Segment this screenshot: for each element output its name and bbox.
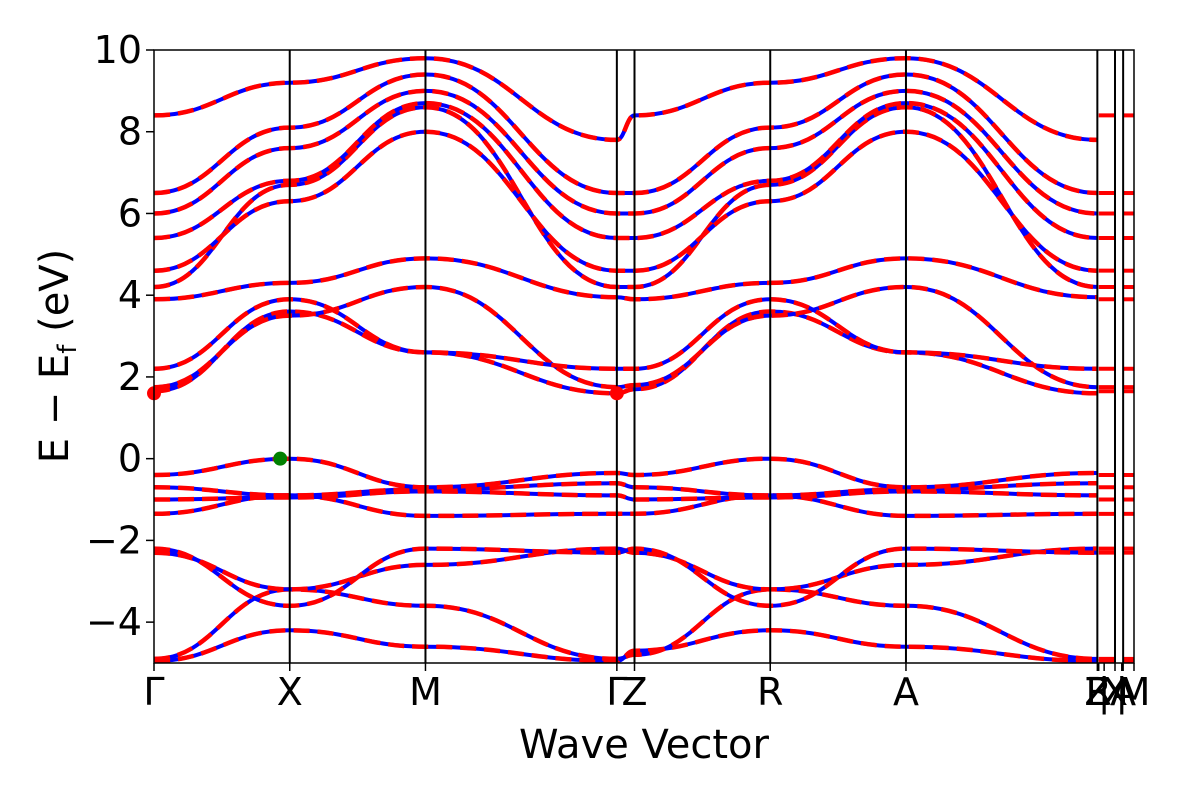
y-tick-label-2: −2	[86, 518, 142, 562]
x-tick-label-3: M	[409, 670, 442, 714]
y-axis-label-unit: (eV)	[32, 249, 78, 345]
x-tick-label-8: Z	[1084, 670, 1110, 714]
y-axis-label-main: E − E	[32, 354, 78, 464]
y-tick-label-3: 0	[118, 437, 142, 481]
band-17-dashed	[154, 72, 1098, 196]
y-axis-ticks: −4 −2 0 2 4 6 8 10	[86, 28, 154, 644]
x-tick-label-2: X	[277, 670, 303, 714]
y-tick-label-1: −4	[86, 600, 142, 644]
kpoint-divider-lines	[288, 50, 1125, 663]
band-15-dashed	[154, 100, 1098, 241]
x-tick-label-12: |	[1115, 670, 1128, 715]
x-tick-label-5: Z	[621, 670, 647, 714]
y-tick-label-7: 8	[118, 110, 142, 154]
band-10-dashed	[154, 284, 1098, 390]
x-axis-label: Wave Vector	[519, 722, 770, 768]
y-tick-label-5: 4	[118, 273, 142, 317]
plot-frame	[153, 49, 1135, 664]
y-axis-label-sub: f	[53, 344, 83, 354]
y-tick-label-6: 6	[118, 191, 142, 235]
x-axis-ticks: Γ X M ΓZ R A ZR|X|AM	[143, 663, 1150, 715]
cbm-marker-3	[609, 386, 624, 401]
y-tick-label-4: 2	[118, 355, 142, 399]
x-tick-label-4: Γ	[606, 670, 627, 714]
x-tick-label-14: M	[1118, 670, 1151, 714]
band-12-dashed	[154, 256, 1098, 302]
x-tick-label-11: X	[1102, 670, 1128, 714]
x-tick-label-9: R	[1086, 670, 1112, 714]
vbm-marker-1	[273, 451, 288, 466]
x-tick-label-10: |	[1098, 670, 1111, 715]
x-tick-label-6: R	[757, 670, 783, 714]
y-axis-label: E − Ef (eV)	[32, 249, 83, 464]
x-tick-label-1: Γ	[143, 670, 164, 714]
y-tick-label-8: 10	[94, 28, 142, 72]
x-tick-label-13: A	[1110, 670, 1136, 714]
band-4-dashed	[154, 546, 1098, 609]
x-tick-label-7: A	[893, 670, 919, 714]
band-16-dashed	[154, 88, 1098, 216]
band-1-dashed	[154, 628, 1098, 663]
